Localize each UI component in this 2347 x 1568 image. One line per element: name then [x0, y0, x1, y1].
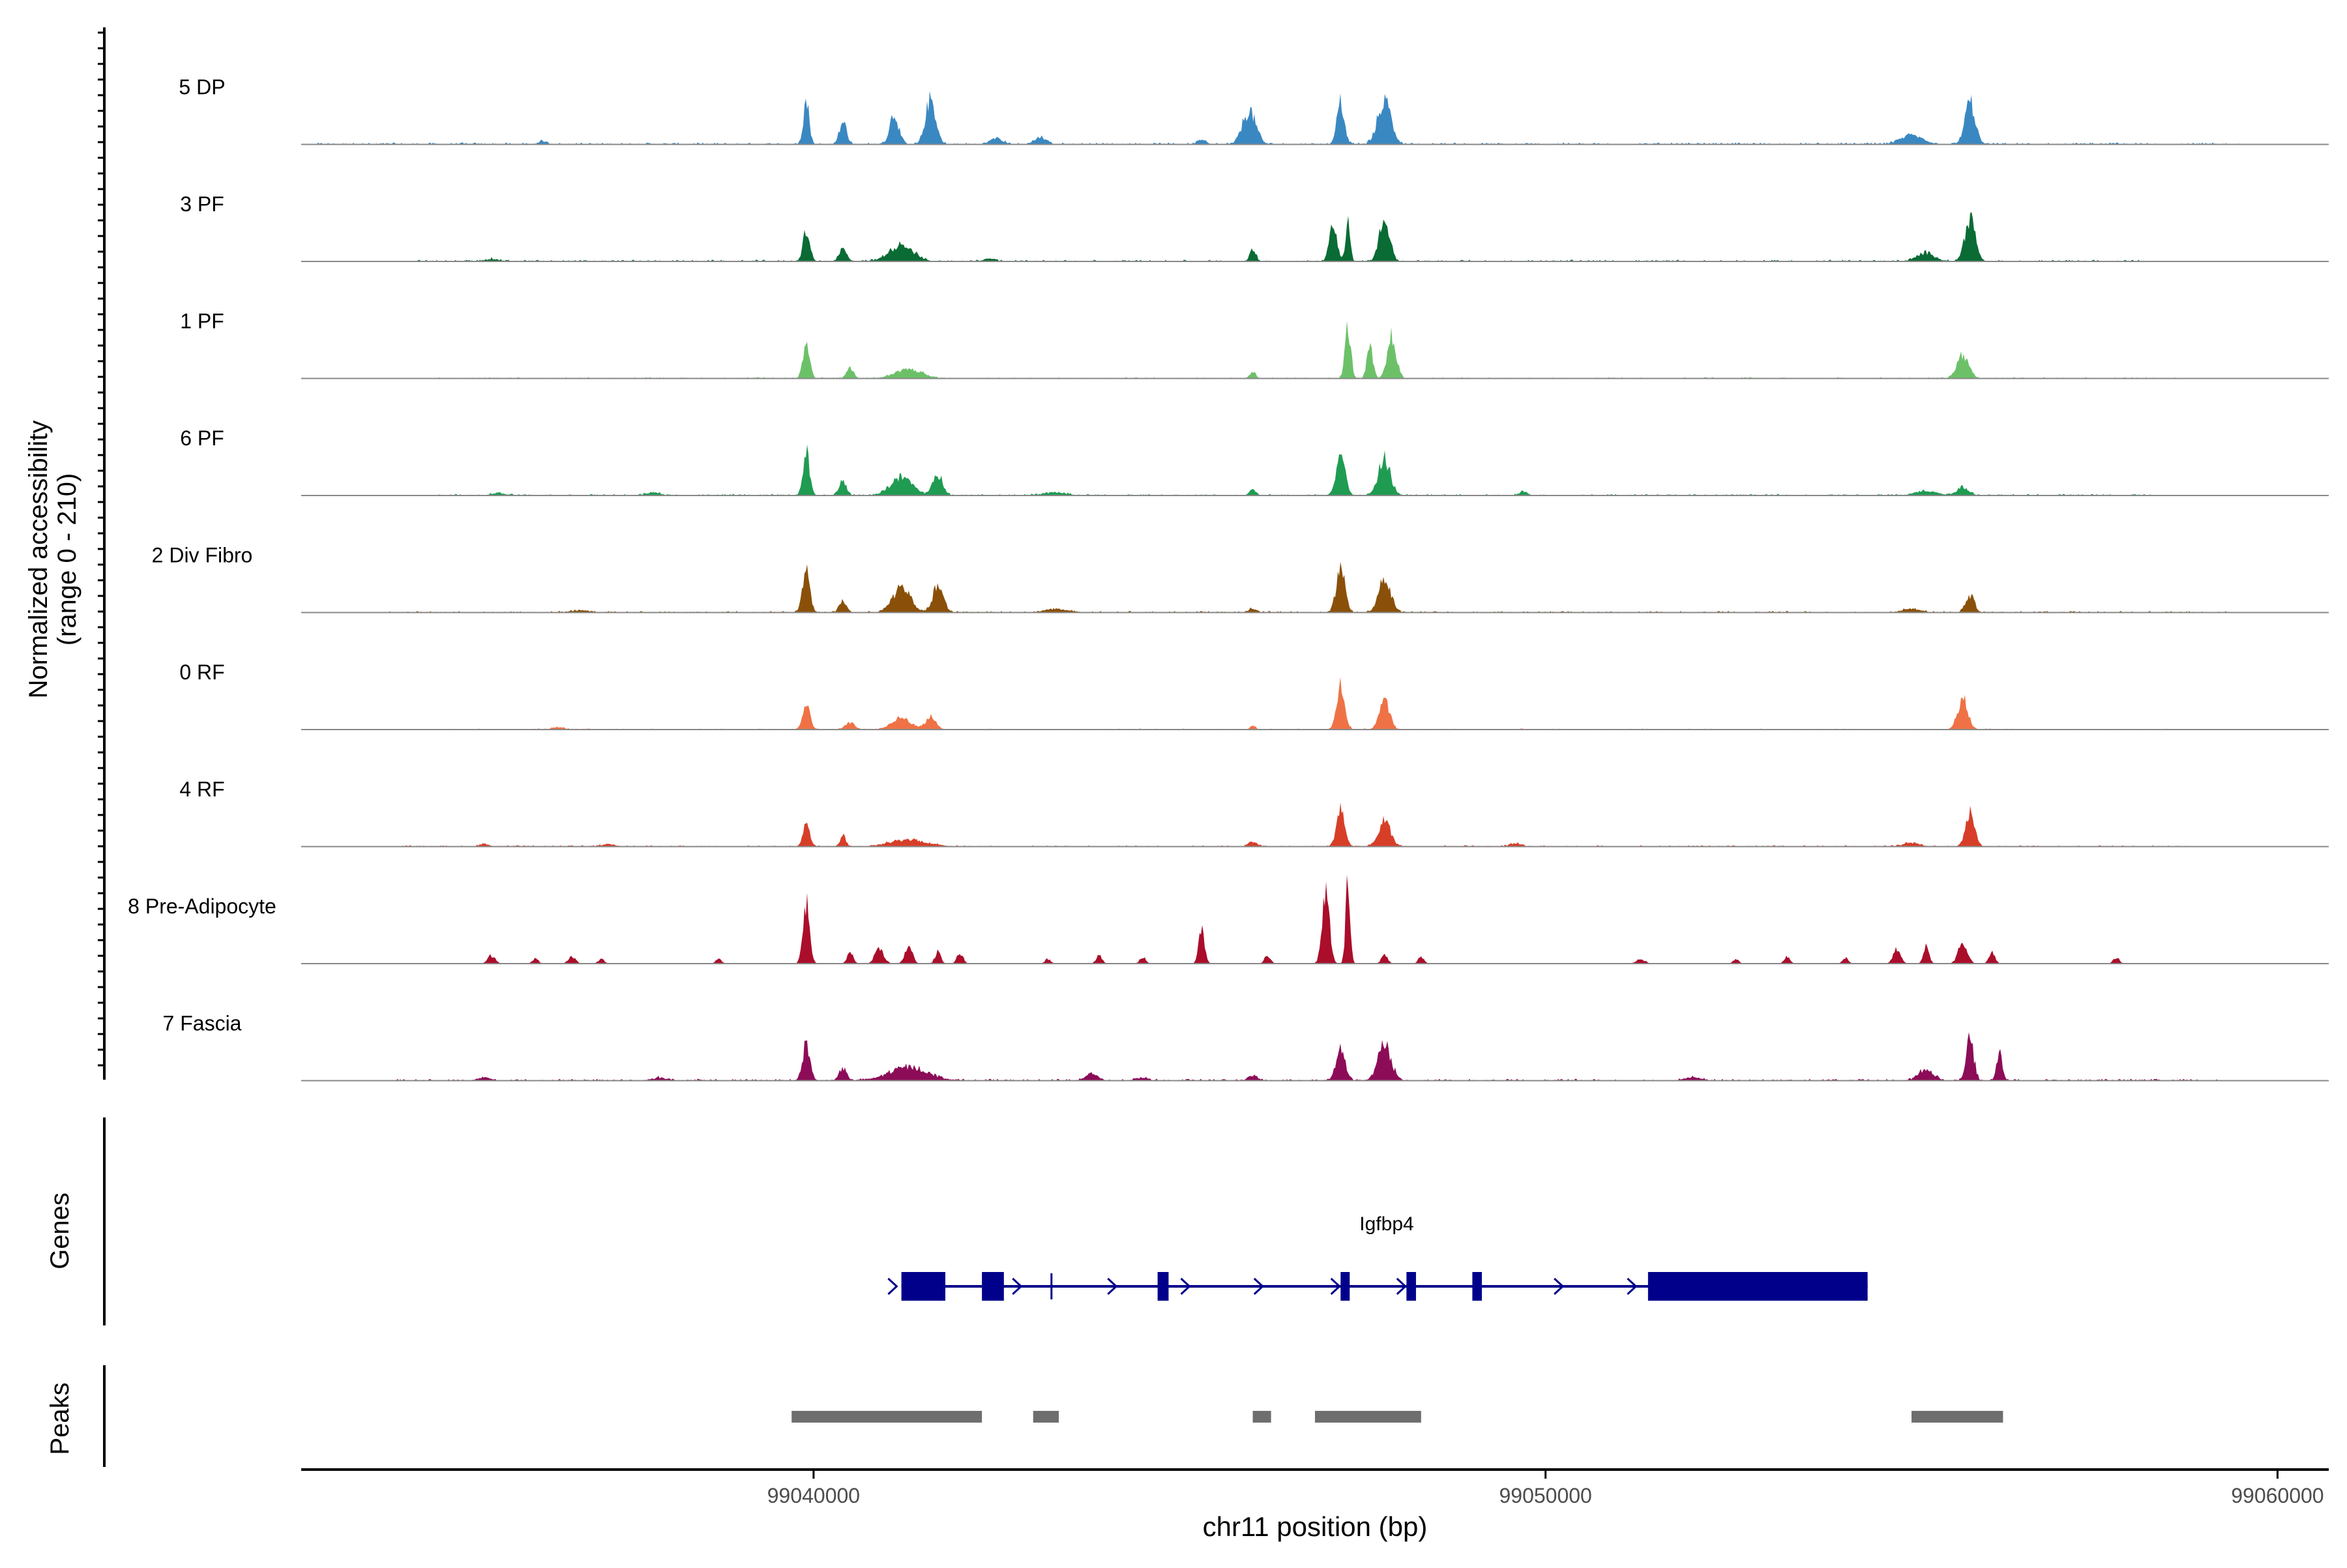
track-2-div-fibro: 2 Div Fibro: [152, 544, 2329, 614]
gene-exon: [1647, 1272, 1868, 1301]
track-8-pre-adipocyte: 8 Pre-Adipocyte: [128, 874, 2329, 964]
track-5-dp: 5 DP: [179, 76, 2329, 145]
strand-arrow-icon: [1554, 1277, 1565, 1295]
track-label: 2 Div Fibro: [152, 544, 253, 567]
peak-region: [1252, 1411, 1271, 1423]
genes-panel-label: Genes: [46, 1192, 74, 1269]
peak-track: [791, 1411, 2003, 1423]
coverage-area: [301, 874, 2329, 964]
gene-exon: [1406, 1272, 1416, 1301]
strand-arrow-icon: [1330, 1277, 1341, 1295]
peak-region: [791, 1411, 982, 1423]
x-axis-ticks: 99040000 99050000 99060000: [767, 1470, 2324, 1507]
track-label: 1 PF: [180, 310, 224, 333]
gene-exon: [1157, 1272, 1169, 1301]
gene-name-label: Igfbp4: [1359, 1213, 1413, 1235]
peak-region: [1033, 1411, 1059, 1423]
track-label: 3 PF: [180, 192, 224, 216]
peak-region: [1912, 1411, 2003, 1423]
gene-exon: [1340, 1272, 1350, 1301]
gene-exon: [982, 1272, 1004, 1301]
track-label: 5 DP: [179, 76, 225, 99]
accessibility-axis-ticks: [98, 31, 104, 1067]
coverage-area: [301, 677, 2329, 730]
y-axis-title: Normalized accessibility (range 0 - 210): [24, 421, 81, 699]
track-label: 7 Fascia: [163, 1012, 242, 1035]
coverage-area: [301, 320, 2329, 379]
y-axis-title-line2: (range 0 - 210): [53, 473, 81, 646]
x-axis-tick-label: 99050000: [1499, 1484, 1591, 1507]
strand-arrow-icon: [1396, 1277, 1407, 1295]
gene-track: Igfbp4: [887, 1213, 1868, 1301]
coverage-tracks: 5 DP 3 PF 1 PF 6 PF 2 Div Fibro 0 RF 4 RF 8 Pre…: [128, 76, 2329, 1082]
strand-arrow-icon: [887, 1277, 898, 1295]
strand-arrow-icon: [1107, 1277, 1118, 1295]
gene-exon: [1472, 1272, 1482, 1301]
coverage-area: [301, 1032, 2329, 1081]
y-axis-title-line1: Normalized accessibility: [24, 421, 53, 699]
strand-arrow-icon: [1180, 1277, 1191, 1295]
track-0-rf: 0 RF: [179, 660, 2329, 730]
track-4-rf: 4 RF: [179, 778, 2329, 848]
strand-arrow-icon: [1627, 1277, 1638, 1295]
coverage-area: [301, 802, 2329, 847]
coverage-area: [301, 561, 2329, 613]
strand-arrow-icon: [1012, 1277, 1023, 1295]
peak-region: [1315, 1411, 1421, 1423]
track-label: 4 RF: [179, 778, 224, 801]
track-label: 0 RF: [179, 660, 224, 684]
track-3-pf: 3 PF: [180, 192, 2329, 262]
coverage-area: [301, 212, 2329, 261]
track-label: 6 PF: [180, 426, 224, 450]
track-7-fascia: 7 Fascia: [163, 1012, 2329, 1082]
track-label: 8 Pre-Adipocyte: [128, 895, 276, 918]
coverage-area: [301, 91, 2329, 145]
peaks-panel-label: Peaks: [46, 1382, 74, 1455]
x-axis-tick-label: 99060000: [2231, 1484, 2324, 1507]
track-6-pf: 6 PF: [180, 426, 2329, 496]
x-axis-tick-label: 99040000: [767, 1484, 860, 1507]
track-1-pf: 1 PF: [180, 310, 2329, 379]
coverage-area: [301, 445, 2329, 496]
gene-exon: [901, 1272, 946, 1301]
strand-arrow-icon: [1253, 1277, 1265, 1295]
x-axis-title: chr11 position (bp): [1203, 1511, 1428, 1542]
